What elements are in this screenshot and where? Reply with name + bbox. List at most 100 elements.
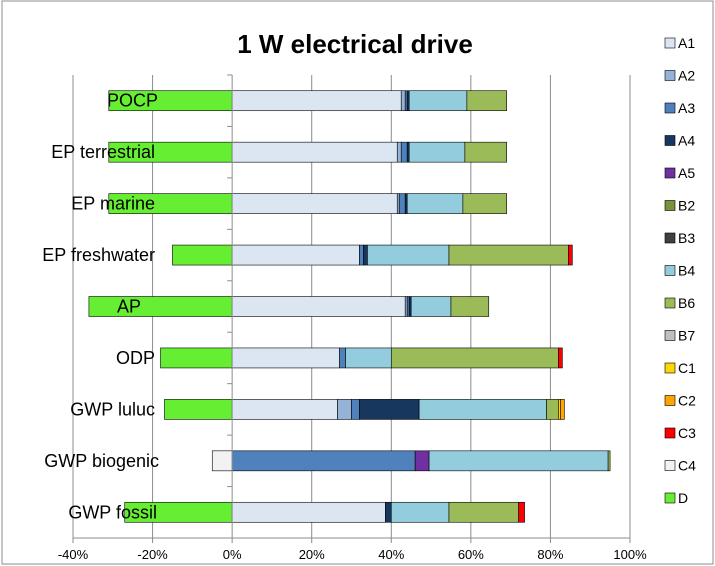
- x-tick-label-5: 60%: [458, 547, 484, 562]
- legend-swatch-c2: [664, 395, 676, 406]
- legend-swatch-a4: [664, 135, 676, 146]
- bar-d-5: [160, 347, 233, 369]
- bar-a4-3: [363, 244, 368, 266]
- legend-label-c2: C2: [678, 393, 696, 409]
- legend-label-a1: A1: [678, 35, 695, 51]
- legend-label-d: D: [678, 490, 688, 506]
- legend-label-a4: A4: [678, 133, 695, 149]
- chart-title: 1 W electrical drive: [237, 29, 473, 59]
- bar-b4-4: [410, 296, 452, 317]
- legend-swatch-d: [664, 492, 676, 504]
- legend-swatch-a1: [664, 37, 676, 49]
- bar-b6-1: [464, 141, 507, 163]
- bar-b4-1: [408, 141, 466, 163]
- x-tick-label-3: 20%: [299, 547, 325, 562]
- bar-b4-6: [418, 399, 547, 420]
- x-tick-label-4: 40%: [378, 547, 404, 562]
- bar-c3-5: [558, 347, 563, 369]
- legend-label-a5: A5: [678, 165, 695, 181]
- bar-a1-6: [231, 399, 338, 420]
- x-tick-label-6: 80%: [537, 547, 563, 562]
- x-tick-label-7: 100%: [613, 547, 647, 562]
- bar-a2-6: [337, 399, 352, 420]
- category-label-7: GWP biogenic: [44, 451, 159, 471]
- bar-b4-7: [428, 450, 609, 472]
- bar-a3-1: [400, 141, 408, 163]
- bar-a2-0: [400, 90, 406, 112]
- bar-b4-0: [408, 90, 468, 112]
- legend-swatch-b6: [664, 297, 676, 309]
- bar-a4-8: [385, 501, 392, 523]
- legend-label-c4: C4: [678, 458, 696, 474]
- bar-a1-1: [231, 141, 398, 163]
- bar-b6-8: [448, 501, 519, 523]
- legend-swatch-b7: [664, 330, 676, 341]
- bar-b6-2: [462, 193, 507, 214]
- legend-swatch-c4: [664, 460, 676, 471]
- legend-swatch-a2: [664, 70, 676, 81]
- bar-a1-3: [231, 244, 360, 266]
- bar-a3-6: [351, 399, 360, 420]
- bar-a3-7: [231, 450, 416, 472]
- bar-a4-6: [359, 399, 420, 420]
- legend: A1 A2 A3 A4 A5 B2 B3 B4 B6 B7 C1 C2 C3 C4 D: [664, 35, 696, 506]
- x-tick-label-0: -40%: [58, 547, 89, 562]
- category-label-4: AP: [117, 297, 141, 317]
- legend-label-b6: B6: [678, 295, 695, 311]
- bar-a3-2: [398, 193, 406, 214]
- bar-b4-8: [390, 501, 450, 523]
- bar-a2-1: [396, 141, 402, 163]
- legend-swatch-b4: [664, 265, 676, 276]
- category-label-5: ODP: [116, 348, 155, 368]
- bar-a3-5: [339, 347, 346, 369]
- bar-a1-8: [231, 501, 386, 523]
- bar-a1-0: [231, 90, 402, 112]
- legend-swatch-a5: [664, 167, 676, 179]
- legend-swatch-b3: [664, 232, 676, 244]
- x-tick-label-2: 0%: [223, 547, 242, 562]
- legend-swatch-c1: [664, 362, 676, 374]
- x-tick-labels: -40% -20% 0% 20% 40% 60% 80% 100%: [58, 547, 647, 562]
- bar-b6-7: [607, 450, 611, 472]
- bar-d-4: [88, 296, 233, 317]
- bar-c3-3: [568, 244, 573, 266]
- category-label-3: EP freshwater: [42, 245, 155, 265]
- bar-c2-6: [560, 399, 565, 420]
- category-label-2: EP marine: [71, 194, 155, 214]
- bar-b6-6: [546, 399, 559, 420]
- category-labels: POCP EP terrestrial EP marine EP freshwater…: [42, 91, 159, 523]
- category-label-1: EP terrestrial: [51, 142, 155, 162]
- bar-a5-7: [414, 450, 430, 472]
- bars: [88, 90, 611, 523]
- bar-a3-3: [359, 244, 364, 266]
- bar-a1-4: [231, 296, 406, 317]
- bar-c4-7: [211, 450, 233, 472]
- bar-d-3: [172, 244, 233, 266]
- bar-b4-2: [406, 193, 464, 214]
- x-tick-label-1: -20%: [137, 547, 168, 562]
- bar-b6-3: [448, 244, 569, 266]
- legend-label-b3: B3: [678, 230, 695, 246]
- legend-label-c3: C3: [678, 425, 696, 441]
- legend-label-b2: B2: [678, 198, 695, 214]
- legend-label-a3: A3: [678, 100, 695, 116]
- category-label-0: POCP: [107, 91, 158, 111]
- legend-swatch-b2: [664, 200, 676, 211]
- bar-a1-5: [231, 347, 340, 369]
- legend-swatch-a3: [664, 102, 676, 114]
- category-label-8: GWP fossil: [68, 502, 157, 522]
- legend-label-a2: A2: [678, 68, 695, 84]
- bar-b4-3: [367, 244, 450, 266]
- legend-label-b4: B4: [678, 263, 695, 279]
- legend-label-c1: C1: [678, 360, 696, 376]
- legend-swatch-c3: [664, 427, 676, 439]
- bar-b4-5: [345, 347, 392, 369]
- bar-d-6: [164, 399, 233, 420]
- bar-b6-4: [450, 296, 490, 317]
- bar-c3-8: [518, 501, 525, 523]
- bar-b6-0: [466, 90, 507, 112]
- legend-label-b7: B7: [678, 328, 695, 344]
- bar-b6-5: [390, 347, 559, 369]
